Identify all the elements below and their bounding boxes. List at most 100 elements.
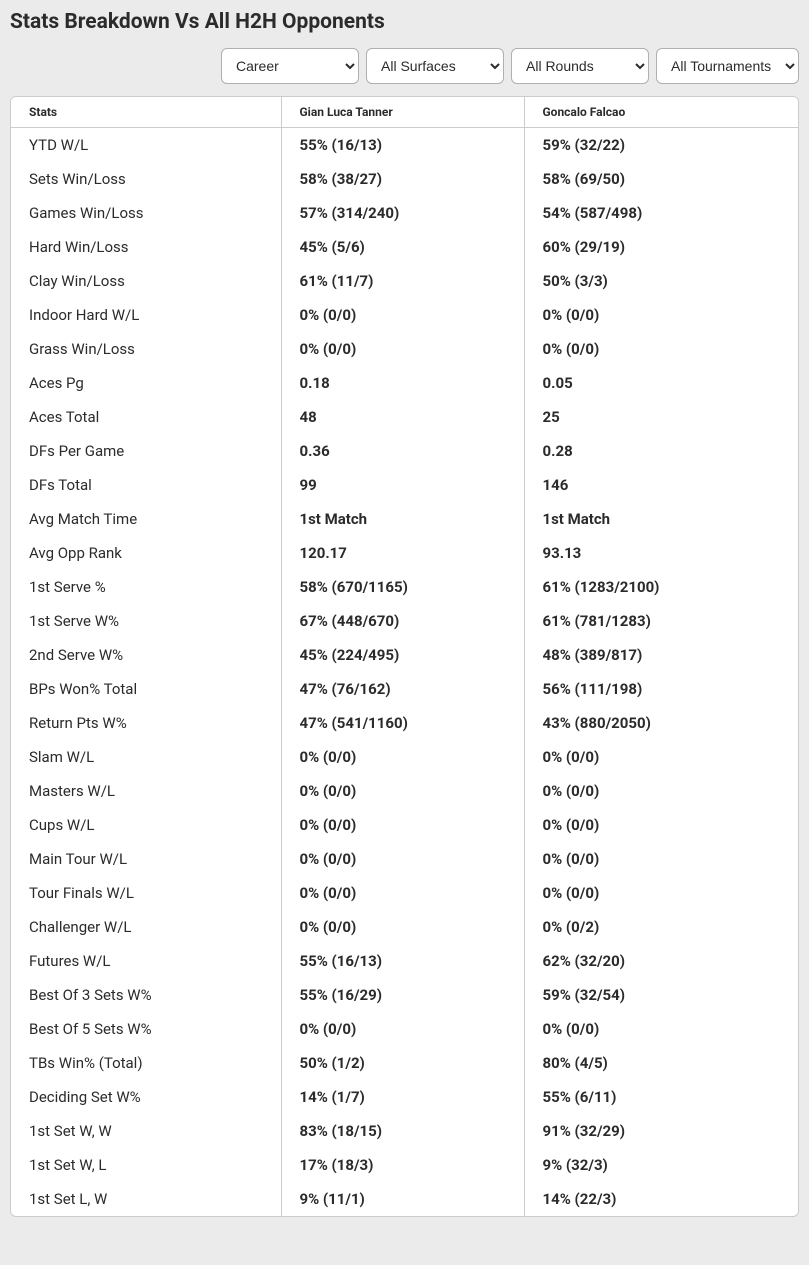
stat-value-player1: 58% (670/1165)	[281, 570, 524, 604]
filter-round[interactable]: All Rounds	[511, 48, 649, 84]
table-row: Games Win/Loss57% (314/240)54% (587/498)	[11, 196, 798, 230]
stat-label: Grass Win/Loss	[11, 332, 281, 366]
stat-value-player1: 0% (0/0)	[281, 808, 524, 842]
stat-label: Slam W/L	[11, 740, 281, 774]
stat-value-player1: 0% (0/0)	[281, 876, 524, 910]
stat-value-player2: 80% (4/5)	[524, 1046, 798, 1080]
stat-label: TBs Win% (Total)	[11, 1046, 281, 1080]
table-row: Deciding Set W%14% (1/7)55% (6/11)	[11, 1080, 798, 1114]
stat-value-player2: 14% (22/3)	[524, 1182, 798, 1216]
stat-value-player1: 0% (0/0)	[281, 740, 524, 774]
stat-value-player2: 48% (389/817)	[524, 638, 798, 672]
stat-value-player2: 61% (1283/2100)	[524, 570, 798, 604]
stat-value-player1: 9% (11/1)	[281, 1182, 524, 1216]
table-row: 1st Set W, L17% (18/3)9% (32/3)	[11, 1148, 798, 1182]
filter-tournament[interactable]: All Tournaments	[656, 48, 799, 84]
stat-value-player2: 0% (0/0)	[524, 808, 798, 842]
table-row: Clay Win/Loss61% (11/7)50% (3/3)	[11, 264, 798, 298]
table-header-row: Stats Gian Luca Tanner Goncalo Falcao	[11, 97, 798, 128]
stat-label: 1st Set W, W	[11, 1114, 281, 1148]
stats-table: Stats Gian Luca Tanner Goncalo Falcao YT…	[11, 97, 798, 1216]
stat-value-player1: 45% (224/495)	[281, 638, 524, 672]
table-row: 1st Set L, W9% (11/1)14% (22/3)	[11, 1182, 798, 1216]
table-row: TBs Win% (Total)50% (1/2)80% (4/5)	[11, 1046, 798, 1080]
table-row: Aces Total4825	[11, 400, 798, 434]
stat-value-player1: 47% (541/1160)	[281, 706, 524, 740]
filters-row: Career All Surfaces All Rounds All Tourn…	[10, 48, 799, 84]
stat-label: 1st Serve W%	[11, 604, 281, 638]
stat-label: Avg Opp Rank	[11, 536, 281, 570]
stat-value-player2: 56% (111/198)	[524, 672, 798, 706]
stat-value-player1: 0.18	[281, 366, 524, 400]
stat-label: Aces Pg	[11, 366, 281, 400]
stat-label: Games Win/Loss	[11, 196, 281, 230]
table-row: Best Of 5 Sets W%0% (0/0)0% (0/0)	[11, 1012, 798, 1046]
table-row: Futures W/L55% (16/13)62% (32/20)	[11, 944, 798, 978]
table-row: Masters W/L0% (0/0)0% (0/0)	[11, 774, 798, 808]
table-row: Aces Pg0.180.05	[11, 366, 798, 400]
stat-label: Masters W/L	[11, 774, 281, 808]
stat-value-player2: 50% (3/3)	[524, 264, 798, 298]
table-row: Tour Finals W/L0% (0/0)0% (0/0)	[11, 876, 798, 910]
stat-label: Futures W/L	[11, 944, 281, 978]
stat-value-player1: 0% (0/0)	[281, 842, 524, 876]
table-row: 1st Serve %58% (670/1165)61% (1283/2100)	[11, 570, 798, 604]
stat-value-player2: 93.13	[524, 536, 798, 570]
stat-value-player2: 146	[524, 468, 798, 502]
stat-value-player2: 0% (0/0)	[524, 1012, 798, 1046]
stat-value-player1: 58% (38/27)	[281, 162, 524, 196]
stats-table-container: Stats Gian Luca Tanner Goncalo Falcao YT…	[10, 96, 799, 1217]
stat-value-player1: 55% (16/29)	[281, 978, 524, 1012]
stat-value-player1: 61% (11/7)	[281, 264, 524, 298]
stat-value-player1: 0% (0/0)	[281, 774, 524, 808]
stat-value-player1: 14% (1/7)	[281, 1080, 524, 1114]
header-player2: Goncalo Falcao	[524, 97, 798, 128]
table-row: BPs Won% Total47% (76/162)56% (111/198)	[11, 672, 798, 706]
stat-label: 1st Serve %	[11, 570, 281, 604]
stat-value-player1: 0% (0/0)	[281, 298, 524, 332]
stat-value-player2: 0% (0/0)	[524, 774, 798, 808]
table-row: Avg Match Time1st Match1st Match	[11, 502, 798, 536]
table-row: DFs Per Game0.360.28	[11, 434, 798, 468]
table-row: YTD W/L55% (16/13)59% (32/22)	[11, 128, 798, 163]
filter-surface[interactable]: All Surfaces	[366, 48, 504, 84]
stat-label: BPs Won% Total	[11, 672, 281, 706]
stat-value-player2: 0% (0/2)	[524, 910, 798, 944]
table-row: Cups W/L0% (0/0)0% (0/0)	[11, 808, 798, 842]
table-row: 1st Set W, W83% (18/15)91% (32/29)	[11, 1114, 798, 1148]
stat-label: Main Tour W/L	[11, 842, 281, 876]
stat-value-player2: 61% (781/1283)	[524, 604, 798, 638]
stat-label: 1st Set L, W	[11, 1182, 281, 1216]
stat-value-player1: 0% (0/0)	[281, 332, 524, 366]
stat-value-player1: 1st Match	[281, 502, 524, 536]
stat-label: Best Of 3 Sets W%	[11, 978, 281, 1012]
table-row: Indoor Hard W/L0% (0/0)0% (0/0)	[11, 298, 798, 332]
stat-value-player2: 60% (29/19)	[524, 230, 798, 264]
stat-label: Challenger W/L	[11, 910, 281, 944]
stat-value-player2: 59% (32/22)	[524, 128, 798, 163]
header-player1: Gian Luca Tanner	[281, 97, 524, 128]
stat-value-player2: 54% (587/498)	[524, 196, 798, 230]
stat-label: Deciding Set W%	[11, 1080, 281, 1114]
stat-label: 1st Set W, L	[11, 1148, 281, 1182]
table-row: Grass Win/Loss0% (0/0)0% (0/0)	[11, 332, 798, 366]
table-row: Avg Opp Rank120.1793.13	[11, 536, 798, 570]
table-row: Sets Win/Loss58% (38/27)58% (69/50)	[11, 162, 798, 196]
stat-label: DFs Total	[11, 468, 281, 502]
table-row: Main Tour W/L0% (0/0)0% (0/0)	[11, 842, 798, 876]
filter-period[interactable]: Career	[221, 48, 359, 84]
stat-value-player2: 62% (32/20)	[524, 944, 798, 978]
stat-label: Tour Finals W/L	[11, 876, 281, 910]
stat-value-player1: 48	[281, 400, 524, 434]
stat-value-player1: 120.17	[281, 536, 524, 570]
stat-label: Aces Total	[11, 400, 281, 434]
stat-value-player2: 0% (0/0)	[524, 298, 798, 332]
stat-value-player1: 0.36	[281, 434, 524, 468]
stat-label: Best Of 5 Sets W%	[11, 1012, 281, 1046]
stat-value-player2: 0% (0/0)	[524, 740, 798, 774]
table-row: DFs Total99146	[11, 468, 798, 502]
table-row: 1st Serve W%67% (448/670)61% (781/1283)	[11, 604, 798, 638]
stat-value-player2: 58% (69/50)	[524, 162, 798, 196]
stat-label: DFs Per Game	[11, 434, 281, 468]
stat-value-player1: 50% (1/2)	[281, 1046, 524, 1080]
